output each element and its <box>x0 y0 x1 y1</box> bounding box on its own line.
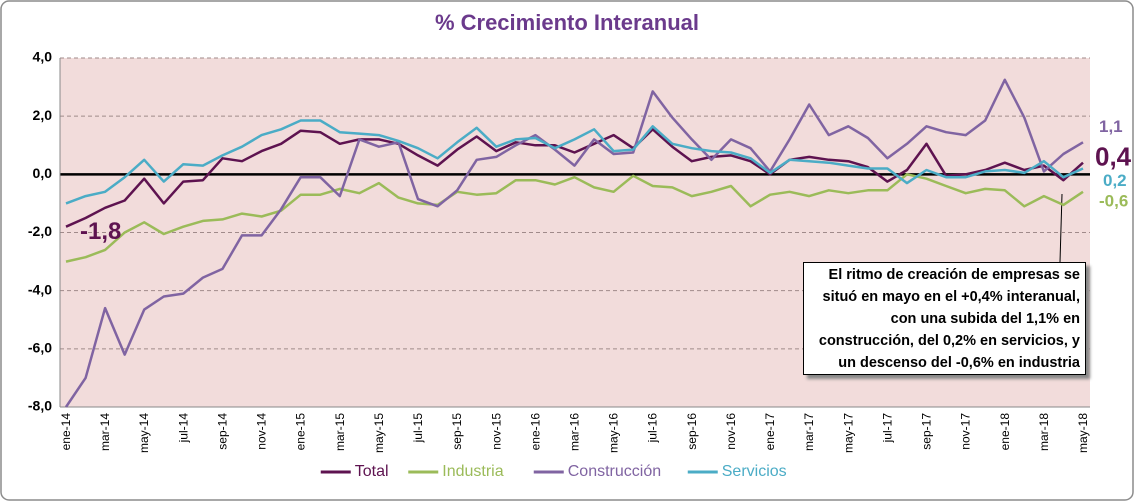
x-tick-label: jul-15 <box>411 413 425 444</box>
x-tick-label: nov-15 <box>489 413 503 450</box>
annotation-box: El ritmo de creación de empresas se situ… <box>803 262 1086 375</box>
x-tick-label: jul-17 <box>880 413 894 444</box>
x-tick-label: may-16 <box>607 413 621 453</box>
x-tick-label: may-18 <box>1076 413 1090 453</box>
legend-label: Industria <box>442 463 503 480</box>
x-tick-label: ene-18 <box>998 413 1012 451</box>
series-line <box>64 78 1084 408</box>
y-tick-label: -4,0 <box>28 281 52 297</box>
x-tick-label: jul-16 <box>646 413 660 444</box>
data-label: 1,1 <box>1099 117 1123 136</box>
chart-title: % Crecimiento Interanual <box>435 10 699 35</box>
data-label: -0,6 <box>1099 191 1128 210</box>
series-line <box>65 119 1084 205</box>
x-tick-label: sep-14 <box>215 413 229 450</box>
x-tick-label: sep-16 <box>685 413 699 450</box>
series-line <box>65 128 1084 228</box>
data-label: 0,4 <box>1095 142 1132 172</box>
x-tick-label: mar-15 <box>333 413 347 451</box>
x-tick-label: mar-14 <box>98 413 112 451</box>
x-tick-label: nov-17 <box>959 413 973 450</box>
legend-label: Construcción <box>568 463 661 480</box>
x-tick-label: may-17 <box>841 413 855 453</box>
x-tick-label: mar-18 <box>1037 413 1051 451</box>
x-tick-label: mar-17 <box>802 413 816 451</box>
x-tick-label: sep-15 <box>450 413 464 450</box>
y-tick-label: -6,0 <box>28 340 52 356</box>
x-tick-label: sep-17 <box>920 413 934 450</box>
series-line <box>65 173 1084 263</box>
x-tick-label: nov-16 <box>724 413 738 450</box>
x-tick-label: may-15 <box>372 413 386 453</box>
x-tick-label: nov-14 <box>255 413 269 450</box>
data-label: 0,2 <box>1103 171 1127 190</box>
x-tick-label: ene-17 <box>763 413 777 451</box>
x-tick-label: ene-14 <box>59 413 73 451</box>
y-tick-label: 0,0 <box>33 165 53 181</box>
x-tick-label: ene-16 <box>528 413 542 451</box>
x-tick-label: mar-16 <box>568 413 582 451</box>
x-tick-label: ene-15 <box>294 413 308 451</box>
y-tick-label: 2,0 <box>33 107 53 123</box>
y-tick-label: -8,0 <box>28 398 52 414</box>
legend-label: Total <box>355 463 389 480</box>
x-tick-label: jul-14 <box>176 413 190 444</box>
y-tick-label: -2,0 <box>28 223 52 239</box>
x-tick-label: may-14 <box>137 413 151 453</box>
y-tick-label: 4,0 <box>33 49 53 65</box>
legend-label: Servicios <box>722 463 787 480</box>
data-label: -1,8 <box>80 218 121 245</box>
